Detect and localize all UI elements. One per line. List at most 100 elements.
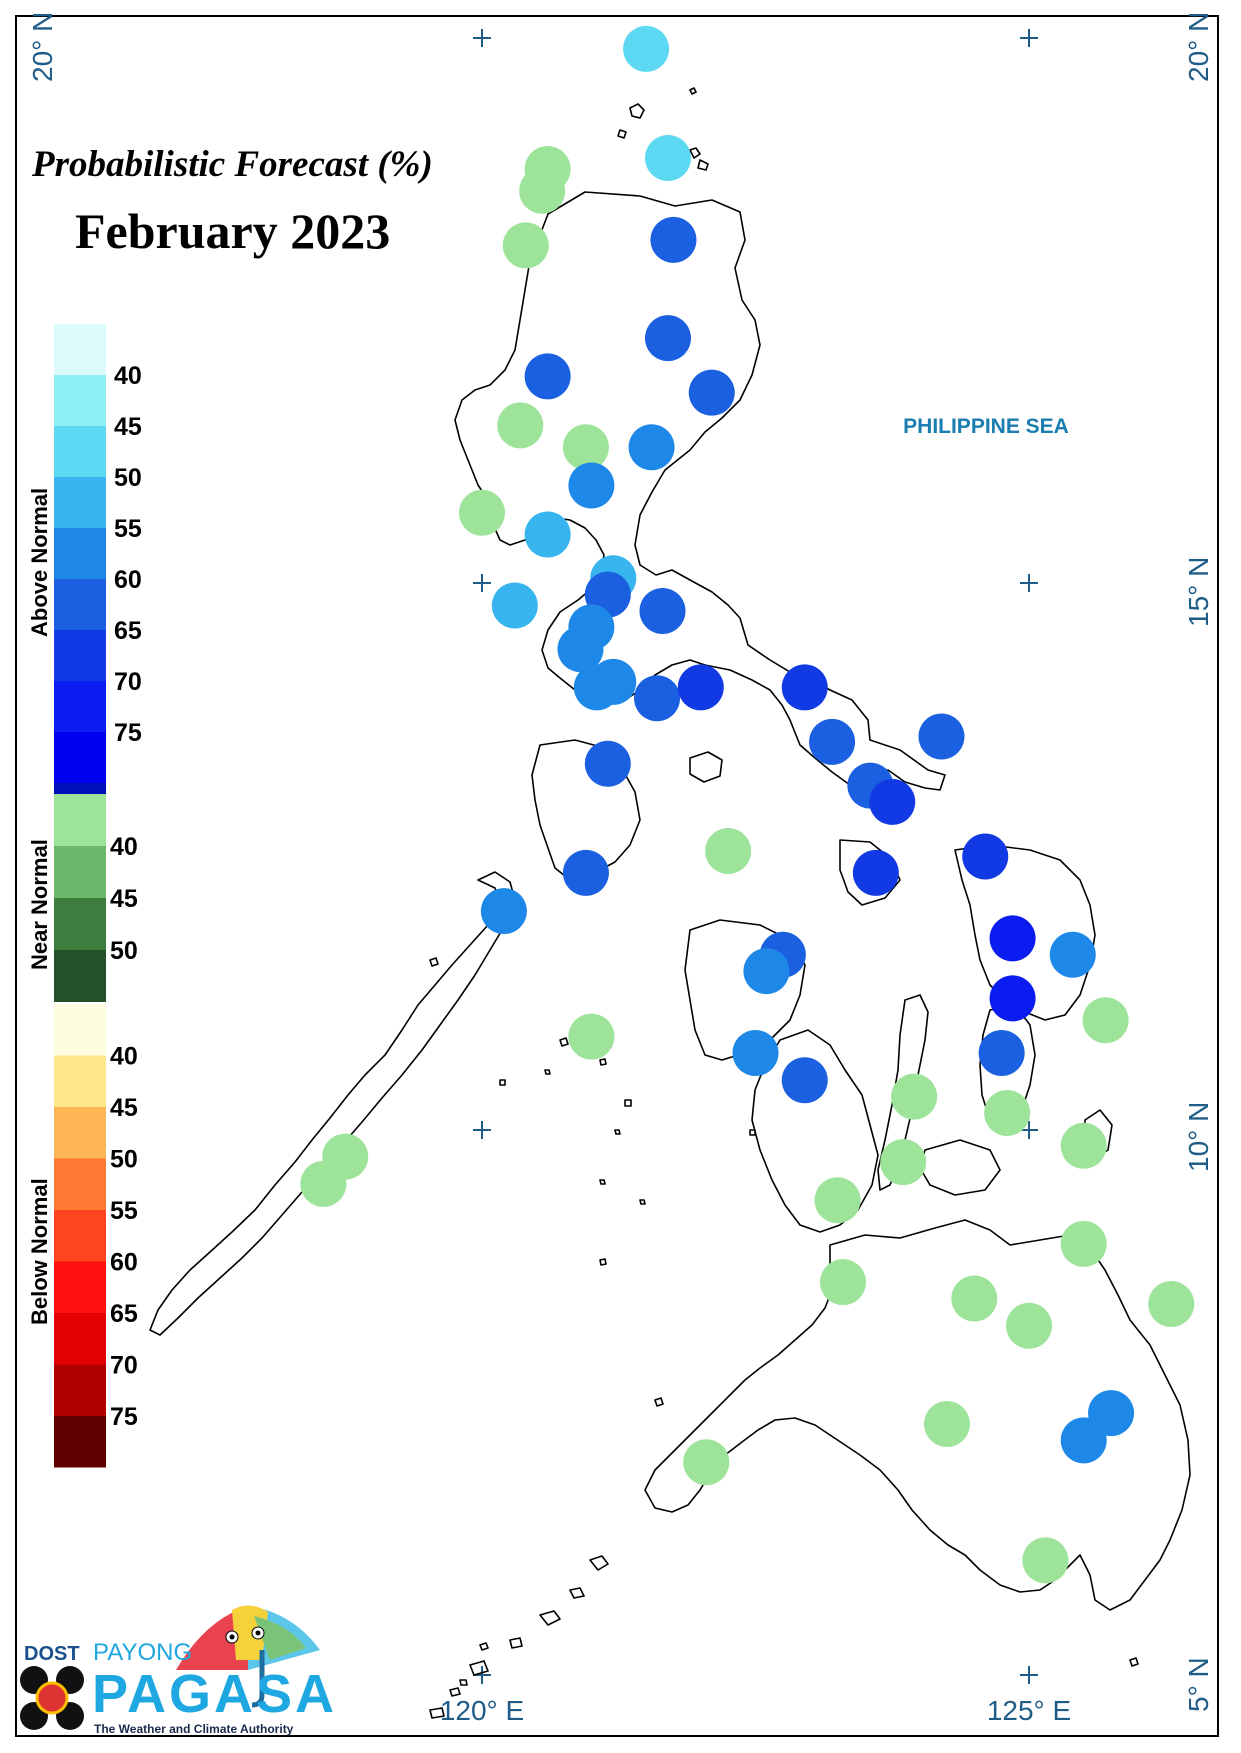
legend-swatch-near-2 (54, 898, 106, 950)
station-marker-near-4 (502, 222, 549, 269)
legend-swatch-above-5 (54, 579, 106, 630)
legend-tick-above-0: 40 (114, 362, 142, 390)
station-marker-near-53 (1060, 1220, 1107, 1267)
station-marker-above-22 (573, 664, 620, 711)
station-marker-above-28 (584, 740, 631, 787)
marinduque (689, 751, 723, 783)
station-marker-above-17 (491, 582, 538, 629)
legend-tick-below-6: 70 (110, 1352, 138, 1380)
station-marker-near-3 (519, 167, 566, 214)
station-marker-near-42 (568, 1013, 615, 1060)
legend-swatch-below-4 (54, 1210, 106, 1262)
station-marker-above-43 (732, 1029, 779, 1076)
legend-swatch-above-3 (54, 477, 106, 528)
station-marker-above-25 (781, 664, 828, 711)
logo-name: PAGASA (92, 1664, 337, 1724)
legend-swatch-below-2 (54, 1107, 106, 1159)
station-marker-near-50 (300, 1160, 347, 1207)
legend-swatch-near-3 (54, 950, 106, 1002)
negros-outline (751, 1029, 879, 1233)
palawan-outline (149, 871, 516, 1336)
station-marker-near-46 (891, 1073, 938, 1120)
station-marker-above-45 (781, 1057, 828, 1104)
station-marker-near-61 (683, 1439, 730, 1486)
legend-below-normal-scale: 40 45 50 55 60 65 70 75 (54, 1004, 138, 1468)
samar-outline (954, 844, 1096, 1021)
legend-near-normal-label: Near Normal (27, 839, 52, 970)
station-marker-above-1 (644, 135, 691, 182)
station-marker-above-37 (1049, 931, 1096, 978)
logo-program: PAYONG (93, 1639, 192, 1666)
station-marker-near-58 (923, 1400, 970, 1447)
legend-below-normal-label: Below Normal (27, 1178, 52, 1325)
map-frame (15, 15, 1219, 1737)
station-marker-above-33 (852, 849, 899, 896)
station-marker-near-9 (497, 402, 544, 449)
legend-above-normal-label: Above Normal (27, 488, 52, 637)
station-marker-near-52 (814, 1177, 861, 1224)
legend-swatch-below-0 (54, 1004, 106, 1056)
forecast-title: Probabilistic Forecast (%) (31, 144, 433, 185)
station-marker-above-23 (634, 675, 681, 722)
station-marker-near-55 (951, 1275, 998, 1322)
station-marker-above-11 (628, 424, 675, 471)
lon-label-120: 120° E (440, 1695, 524, 1726)
lat-label-15-right: 15° N (1183, 557, 1214, 627)
legend-tick-above-6: 70 (114, 668, 142, 696)
legend-tick-near-2: 50 (110, 937, 138, 965)
lat-label-10-right: 10° N (1183, 1102, 1214, 1172)
sea-label: PHILIPPINE SEA (903, 415, 1069, 438)
station-marker-near-57 (1006, 1302, 1052, 1349)
legend-swatch-below-7 (54, 1364, 106, 1416)
legend-tick-above-2: 50 (114, 464, 142, 492)
legend-swatch-near-0 (54, 794, 106, 846)
legend-swatch-above-4 (54, 528, 106, 579)
legend-swatch-near-1 (54, 846, 106, 898)
legend-near-normal-scale: 40 45 50 (54, 794, 138, 1002)
logo-tagline: The Weather and Climate Authority (94, 1722, 294, 1736)
station-marker-above-20 (557, 626, 604, 673)
luzon-outline (454, 191, 946, 791)
station-marker-above-32 (562, 849, 609, 896)
graticule (473, 29, 1038, 1684)
pagasa-logo: DOST PAYONG PAGASA The Weather and Clima… (20, 1605, 337, 1736)
legend-swatch-above-6 (54, 630, 106, 681)
station-marker-near-48 (1060, 1122, 1107, 1169)
station-marker-above-30 (869, 778, 916, 825)
station-marker-above-27 (918, 713, 965, 760)
legend-tick-below-7: 75 (110, 1403, 138, 1431)
legend-swatch-below-5 (54, 1261, 106, 1313)
legend-swatch-below-8 (54, 1416, 106, 1468)
station-marker-above-7 (524, 353, 571, 400)
dost-emblem-icon (20, 1666, 84, 1730)
legend-swatch-below-3 (54, 1158, 106, 1210)
station-marker-above-6 (644, 315, 691, 362)
legend-swatch-above-1 (54, 375, 106, 426)
station-marker-near-62 (1022, 1537, 1069, 1584)
station-marker-near-47 (984, 1089, 1031, 1136)
station-marker-above-34 (962, 833, 1009, 880)
legend-swatch-below-6 (54, 1313, 106, 1365)
legend-swatch-below-1 (54, 1055, 106, 1107)
masbate-outline (839, 839, 901, 906)
legend-swatch-above-2 (54, 426, 106, 477)
station-marker-near-51 (880, 1139, 927, 1186)
legend: Above Normal Near Normal Below Normal 40… (27, 324, 142, 1468)
station-marker-above-35 (480, 888, 527, 935)
bohol-outline (919, 1139, 1001, 1196)
legend-swatch-above-0 (54, 324, 106, 375)
legend-tick-above-7: 75 (114, 719, 142, 747)
station-marker-near-10 (562, 424, 609, 471)
station-marker-above-24 (677, 664, 724, 711)
station-marker-above-44 (978, 1029, 1025, 1076)
legend-tick-below-2: 50 (110, 1146, 138, 1174)
station-marker-above-12 (568, 462, 615, 509)
legend-tick-below-0: 40 (110, 1043, 138, 1071)
legend-tick-below-3: 55 (110, 1197, 138, 1225)
legend-tick-below-5: 65 (110, 1300, 138, 1328)
legend-tick-below-1: 45 (110, 1094, 138, 1122)
legend-tick-above-3: 55 (114, 515, 142, 543)
legend-tick-near-1: 45 (110, 885, 138, 913)
station-marker-near-31 (705, 828, 752, 875)
station-markers (300, 25, 1195, 1584)
